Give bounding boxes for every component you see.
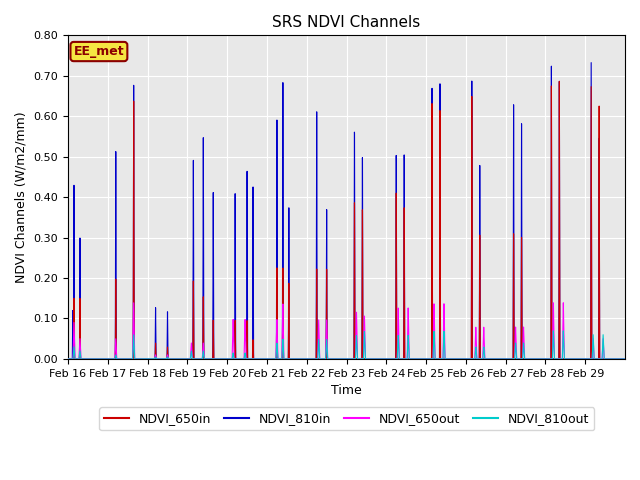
NDVI_650out — [275, 356, 282, 362]
NDVI_810in — [64, 356, 72, 362]
NDVI_810out — [621, 356, 629, 362]
NDVI_810in — [588, 60, 595, 65]
NDVI_650in — [621, 356, 629, 362]
NDVI_650in — [441, 356, 449, 362]
Line: NDVI_650in: NDVI_650in — [68, 81, 625, 359]
NDVI_650in — [334, 356, 342, 362]
NDVI_810in — [93, 356, 101, 362]
NDVI_810out — [334, 356, 342, 362]
NDVI_810in — [275, 356, 282, 362]
NDVI_650out — [210, 356, 218, 362]
X-axis label: Time: Time — [331, 384, 362, 397]
NDVI_650in — [275, 356, 282, 362]
NDVI_810in — [285, 356, 293, 362]
NDVI_810out — [64, 356, 72, 362]
Legend: NDVI_650in, NDVI_810in, NDVI_650out, NDVI_810out: NDVI_650in, NDVI_810in, NDVI_650out, NDV… — [99, 407, 594, 430]
NDVI_650out — [441, 348, 449, 354]
NDVI_650out — [285, 356, 293, 362]
Line: NDVI_810out: NDVI_810out — [68, 331, 625, 359]
NDVI_650out — [93, 356, 101, 362]
NDVI_810out — [559, 328, 567, 334]
NDVI_810out — [93, 356, 101, 362]
NDVI_810in — [621, 356, 629, 362]
Text: EE_met: EE_met — [74, 45, 124, 58]
NDVI_650in — [210, 356, 218, 362]
Line: NDVI_650out: NDVI_650out — [68, 303, 625, 359]
NDVI_650in — [93, 356, 101, 362]
NDVI_810in — [334, 356, 342, 362]
NDVI_810out — [285, 356, 293, 362]
NDVI_810out — [275, 356, 282, 362]
NDVI_650in — [64, 356, 72, 362]
NDVI_650out — [621, 356, 629, 362]
NDVI_650out — [559, 300, 567, 306]
NDVI_810out — [210, 356, 218, 362]
Y-axis label: NDVI Channels (W/m2/mm): NDVI Channels (W/m2/mm) — [15, 111, 28, 283]
NDVI_810in — [210, 356, 218, 362]
NDVI_650in — [285, 356, 293, 362]
NDVI_810in — [441, 356, 449, 362]
Line: NDVI_810in: NDVI_810in — [68, 62, 625, 359]
Title: SRS NDVI Channels: SRS NDVI Channels — [273, 15, 420, 30]
NDVI_650out — [64, 356, 72, 362]
NDVI_650in — [556, 78, 563, 84]
NDVI_650out — [334, 356, 342, 362]
NDVI_810out — [441, 352, 449, 358]
